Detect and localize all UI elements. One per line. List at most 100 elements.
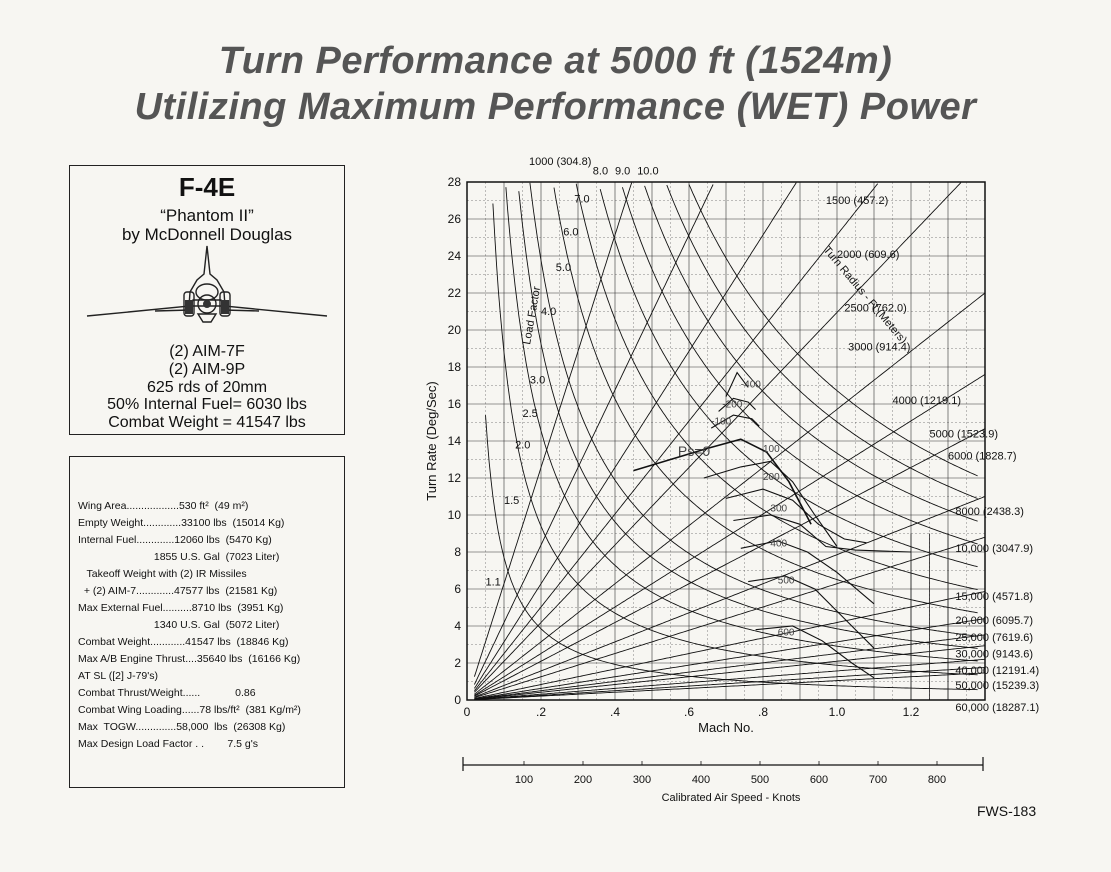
turn-radius-label: 4000 (1219.1) [893,395,962,407]
x-tick-label: .6 [684,705,694,719]
turn-radius-line [474,182,797,689]
x-tick-label: 1.2 [903,705,920,719]
load-factor-label: 7.0 [574,193,589,205]
load-factor-label: 10.0 [637,166,658,178]
y-tick-label: 18 [448,360,462,374]
chart-title-line-1: Turn Performance at 5000 ft (1524m) [218,40,893,82]
x-axis-label: Mach No. [698,720,754,735]
ps-label: 200 [763,472,780,483]
turn-radius-label: 25,000 (7619.6) [955,632,1033,644]
turn-radius-line [474,374,986,696]
ps-label: 400 [770,538,787,549]
load-factor-line [518,191,978,649]
turn-radius-line [474,618,986,700]
f4-phantom-silhouette-icon [86,245,328,323]
store-item: (2) AIM-9P [168,361,246,378]
turn-radius-label: 40,000 (12191.4) [955,665,1039,677]
store-item: 50% Internal Fuel= 6030 lbs [107,396,307,413]
ps-curve [748,575,875,649]
cas-tick-label: 700 [869,774,887,786]
y-tick-label: 24 [448,249,462,263]
spec-line: Max Design Load Factor . . 7.5 g's [78,738,259,750]
chart-title-line-2: Utilizing Maximum Performance (WET) Powe… [134,86,977,128]
ps-curves [633,371,912,679]
turn-radius-line [474,536,986,699]
spec-line: 1340 U.S. Gal (5072 Liter) [78,619,280,631]
ps-label: -400 [741,379,761,390]
y-tick-label: 2 [454,656,461,670]
store-item: Combat Weight = 41547 lbs [108,414,306,431]
ps-label: 300 [770,503,787,514]
turn-radius-label: 6000 (1828.7) [948,451,1017,463]
aircraft-model: F-4E [178,172,236,202]
aircraft-info-box: F-4E “Phantom II” by McDonnell Douglas (… [69,165,345,435]
specifications-box: Wing Area..................530 ft² (49 m… [69,456,345,788]
load-factor-line [553,187,978,614]
cas-tick-label: 400 [692,774,710,786]
turn-radius-line [474,591,986,699]
turn-radius-label: 30,000 (9143.6) [955,648,1033,660]
load-factor-label: 6.0 [563,227,578,239]
load-factor-label: 3.0 [530,375,545,387]
load-factor-line [644,185,978,522]
turn-radius-line [473,182,633,677]
load-factor-line [575,183,978,591]
turn-radius-label: 20,000 (6095.7) [955,615,1033,627]
chart-grid [467,182,985,700]
turn-radius-label: 1000 (304.8) [529,156,591,168]
x-tick-label: 1.0 [829,705,846,719]
turn-radius-label: 1500 (457.2) [826,195,888,207]
turn-radius-line [474,634,986,700]
y-tick-label: 26 [448,212,462,226]
ps-label: 600 [778,627,795,638]
cas-tick-label: 200 [574,774,592,786]
turn-radius-line [474,183,879,691]
spec-line: Internal Fuel.............12060 lbs (547… [78,534,272,546]
turn-radius-line [474,496,986,698]
x-tick-label: .8 [758,705,768,719]
load-factor-line [485,415,978,691]
spec-line: Combat Thrust/Weight...... 0.86 [78,687,256,699]
turn-radius-label: 5000 (1523.9) [930,428,999,440]
chart-curves [473,182,986,701]
load-factor-label: 5.0 [556,262,571,274]
y-tick-label: 16 [448,397,462,411]
turn-radius-label: 8000 (2438.3) [955,506,1024,518]
cas-tick-label: 100 [515,774,533,786]
y-tick-label: 0 [454,693,461,707]
x-tick-label: .2 [536,705,546,719]
y-axis-label: Turn Rate (Deg/Sec) [424,381,439,500]
spec-line: Max TOGW..............58,000 lbs (26308 … [78,721,286,733]
spec-line: Max A/B Engine Thrust....35640 lbs (1616… [78,653,301,665]
turn-radius-label: 50,000 (15239.3) [955,680,1039,692]
y-tick-label: 4 [454,619,461,633]
load-factor-line [505,187,978,662]
ps-label: -200 [722,400,742,411]
ps-curve [633,438,812,525]
turn-radius-label: 15,000 (4571.8) [955,591,1033,603]
ps-curve [755,625,875,679]
ps-curve [740,540,875,605]
spec-line: Takeoff Weight with (2) IR Missiles [78,568,247,580]
cas-tick-label: 800 [928,774,946,786]
y-tick-label: 12 [448,471,462,485]
turn-radius-label: 10,000 (3047.9) [955,543,1033,555]
spec-line: Empty Weight.............33100 lbs (1501… [78,517,285,529]
turn-radius-line [474,645,986,700]
y-tick-label: 6 [454,582,461,596]
x-tick-label: .4 [610,705,620,719]
ps-curve [710,414,760,429]
load-factor-label: 1.5 [504,495,519,507]
load-factor-line [529,182,978,637]
y-tick-label: 22 [448,286,462,300]
ps-label: 100 [763,444,780,455]
load-factor-label: 4.0 [541,306,556,318]
spec-line: Wing Area..................530 ft² (49 m… [78,500,249,512]
turn-radius-line [474,658,986,700]
spec-line: Combat Weight............41547 lbs (1884… [78,636,289,648]
spec-line: AT SL ([2] J-79's) [78,670,159,682]
store-item: 625 rds of 20mm [146,379,268,396]
load-factor-label: 8.0 [593,166,608,178]
